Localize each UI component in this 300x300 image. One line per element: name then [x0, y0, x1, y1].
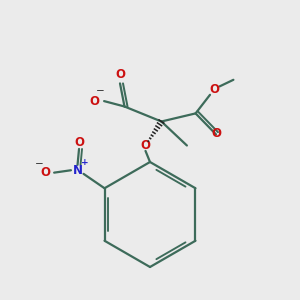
Text: −: − [96, 86, 105, 97]
Text: O: O [116, 68, 126, 82]
Text: N: N [73, 164, 82, 177]
Text: +: + [81, 158, 89, 167]
Text: −: − [35, 159, 44, 169]
Text: O: O [75, 136, 85, 148]
Text: O: O [209, 83, 219, 96]
Text: O: O [140, 139, 151, 152]
Text: O: O [40, 166, 50, 179]
Text: O: O [89, 94, 100, 108]
Text: O: O [212, 127, 222, 140]
